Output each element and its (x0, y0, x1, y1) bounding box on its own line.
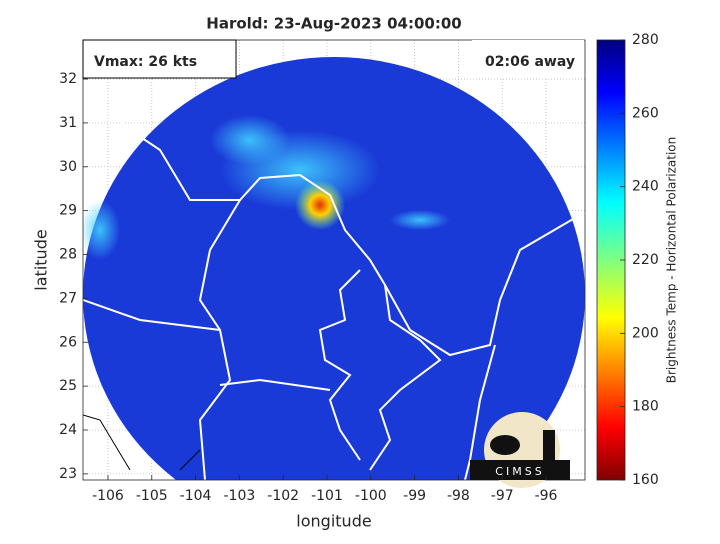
x-tick-label: -102 (267, 488, 299, 504)
colorbar-tick-label: 240 (632, 179, 659, 195)
logo-text: CIMSS (495, 465, 544, 478)
y-tick-label: 27 (59, 290, 77, 306)
colorbar-label: Brightness Temp - Horizontal Polarizatio… (665, 137, 679, 384)
colorbar-tick-label: 180 (632, 399, 659, 415)
x-tick-label: -96 (535, 488, 558, 504)
y-tick-label: 26 (59, 334, 77, 350)
y-tick-label: 29 (59, 203, 77, 219)
y-tick-label: 23 (59, 466, 77, 482)
colorbar-tick-label: 220 (632, 252, 659, 268)
x-tick-label: -98 (447, 488, 470, 504)
colorbar-tick-label: 260 (632, 105, 659, 121)
borders (83, 89, 581, 480)
colorbar-tick-label: 280 (632, 32, 659, 48)
logo: CIMSS (470, 412, 570, 488)
x-tick-label: -97 (491, 488, 514, 504)
colorbar-tick-label: 200 (632, 325, 659, 341)
x-tick-label: -104 (180, 488, 212, 504)
annotation: Vmax: 26 kts (94, 54, 197, 70)
chart-title: Harold: 23-Aug-2023 04:00:00 (206, 15, 461, 33)
x-tick-label: -100 (355, 488, 387, 504)
x-tick-label: -105 (136, 488, 168, 504)
annotation: 02:06 away (485, 54, 575, 70)
x-tick-label: -99 (403, 488, 426, 504)
plot-area (83, 40, 585, 480)
y-tick-label: 28 (59, 247, 77, 263)
x-tick-label: -103 (223, 488, 255, 504)
x-axis-label: longitude (296, 512, 371, 531)
y-tick-label: 25 (59, 378, 77, 394)
y-tick-label: 31 (59, 115, 77, 131)
x-tick-label: -106 (92, 488, 124, 504)
y-tick-label: 32 (59, 71, 77, 87)
colorbar-tick-label: 160 (632, 472, 659, 488)
y-tick-label: 24 (59, 422, 77, 438)
annotation-box (82, 39, 237, 79)
y-tick-label: 30 (59, 159, 77, 175)
y-axis-label: latitude (32, 229, 51, 290)
x-tick-label: -101 (311, 488, 343, 504)
radar-disc (83, 57, 585, 480)
